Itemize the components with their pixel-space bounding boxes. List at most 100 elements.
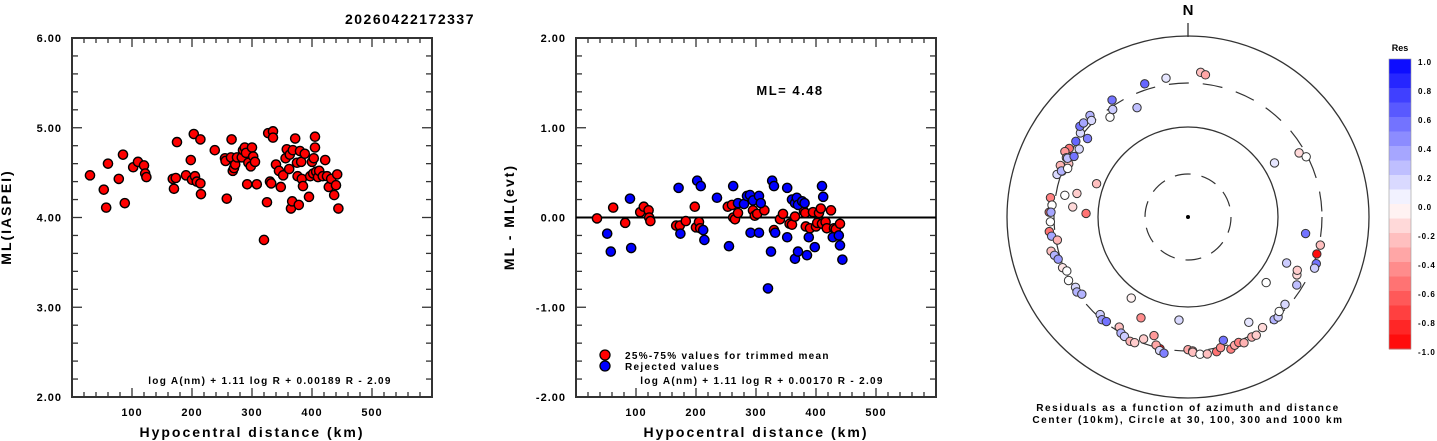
polar-point xyxy=(1200,70,1211,80)
data-point xyxy=(328,189,340,201)
polar-point xyxy=(1280,299,1290,310)
polar-point xyxy=(1257,322,1268,333)
polar-point xyxy=(1292,265,1302,275)
polar-point xyxy=(1081,208,1091,219)
polar-point xyxy=(1161,73,1171,83)
data-point xyxy=(619,217,631,229)
legend-marker-trimmed xyxy=(599,349,611,361)
data-point xyxy=(171,136,183,148)
data-point xyxy=(297,180,309,192)
polar-point xyxy=(1062,266,1072,276)
data-point xyxy=(723,240,735,252)
data-point xyxy=(331,169,343,180)
colorbar-tick-label: -0.2 xyxy=(1418,232,1436,241)
colorbar-frame xyxy=(1388,58,1412,350)
colorbar-segment xyxy=(1389,305,1411,321)
data-point xyxy=(249,156,261,168)
x-tick-label: 500 xyxy=(865,407,886,419)
polar-point xyxy=(1251,330,1261,340)
polar-caption-line2: Center (10km), Circle at 30, 100, 300 an… xyxy=(1032,415,1343,426)
y-tick-label: 2.00 xyxy=(37,392,62,404)
circle-1000km xyxy=(1006,35,1370,399)
colorbar-segment xyxy=(1389,189,1411,205)
data-point xyxy=(625,242,637,254)
data-point xyxy=(283,163,295,175)
polar-point xyxy=(1072,188,1082,199)
colorbar-segment xyxy=(1389,88,1411,103)
data-point xyxy=(303,191,315,203)
polar-point xyxy=(1078,118,1089,128)
data-point xyxy=(816,180,828,192)
plot2-legend: 25%-75% values for trimmed mean Rejected… xyxy=(599,349,829,373)
colorbar-segment xyxy=(1389,131,1411,147)
data-point xyxy=(697,224,709,236)
x-tick-label: 200 xyxy=(181,407,202,419)
plot2-x-tick-labels: 100 200 300 400 500 xyxy=(625,407,886,419)
plot1-y-axis-label: ML(IASPEI) xyxy=(0,169,14,264)
colorbar-segment xyxy=(1389,117,1411,132)
data-point xyxy=(753,227,765,239)
polar-point xyxy=(1060,190,1070,200)
data-point xyxy=(695,180,707,192)
data-point xyxy=(330,179,342,191)
data-point xyxy=(195,178,206,189)
data-point xyxy=(834,218,846,230)
plot1-y-tick-labels: 2.00 3.00 4.00 5.00 6.00 xyxy=(37,33,62,404)
polar-point xyxy=(1261,277,1271,288)
y-tick-label: 3.00 xyxy=(37,302,62,314)
circle-30km xyxy=(1144,173,1232,261)
polar-point xyxy=(1300,228,1311,239)
plot1-frame xyxy=(71,37,433,398)
center-dot xyxy=(1186,215,1190,219)
colorbar-segment xyxy=(1389,204,1411,219)
data-point xyxy=(258,234,270,246)
y-tick-label: 2.00 xyxy=(541,33,566,45)
plot2-formula: log A(nm) + 1.11 log R + 0.00170 R - 2.0… xyxy=(640,376,884,387)
polar-point xyxy=(1315,240,1326,250)
circle-100km xyxy=(1097,126,1279,308)
y-tick-label: -2.00 xyxy=(536,392,566,404)
legend-marker-rejected xyxy=(599,360,611,372)
plot2-ml-value: ML= 4.48 xyxy=(756,83,823,98)
y-tick-label: -1.00 xyxy=(536,302,566,314)
data-point xyxy=(170,172,182,184)
colorbar-tick-label: 0.0 xyxy=(1418,203,1432,212)
data-point xyxy=(226,134,237,145)
colorbar-tick-label: -0.4 xyxy=(1418,261,1436,270)
data-point xyxy=(168,183,180,195)
data-point xyxy=(803,231,815,243)
polar-point xyxy=(1309,263,1320,273)
data-point xyxy=(781,231,793,243)
data-point xyxy=(769,227,781,239)
plot1-tick-marks xyxy=(72,38,432,397)
data-point xyxy=(102,158,114,169)
data-point xyxy=(833,230,845,241)
x-tick-label: 500 xyxy=(361,407,382,419)
data-point xyxy=(801,249,813,261)
polar-point xyxy=(1239,338,1249,348)
data-point xyxy=(309,142,321,153)
data-point xyxy=(792,246,804,257)
data-point xyxy=(141,171,152,183)
x-tick-label: 100 xyxy=(121,407,142,419)
data-point xyxy=(221,193,233,204)
colorbar-segment xyxy=(1389,73,1411,89)
data-point xyxy=(333,203,344,214)
polar-point xyxy=(1269,158,1280,168)
polar-point xyxy=(1105,112,1115,122)
data-point xyxy=(837,254,848,265)
polar-point xyxy=(1068,202,1078,212)
colorbar-tick-label: 1.0 xyxy=(1418,58,1432,67)
plot2-x-axis-label: Hypocentral distance (km) xyxy=(643,424,868,440)
data-point xyxy=(689,201,701,213)
data-point xyxy=(607,202,619,213)
polar-point xyxy=(1077,289,1087,299)
data-point xyxy=(119,197,131,209)
colorbar-tick-label: 0.6 xyxy=(1418,116,1432,125)
x-tick-label: 400 xyxy=(805,407,826,419)
plot1-formula: log A(nm) + 1.11 log R + 0.00189 R - 2.0… xyxy=(148,376,392,387)
polar-point xyxy=(1129,337,1140,348)
plot2-tick-marks xyxy=(576,38,936,397)
data-point xyxy=(261,196,273,208)
colorbar-tick-label: 0.2 xyxy=(1418,174,1432,183)
